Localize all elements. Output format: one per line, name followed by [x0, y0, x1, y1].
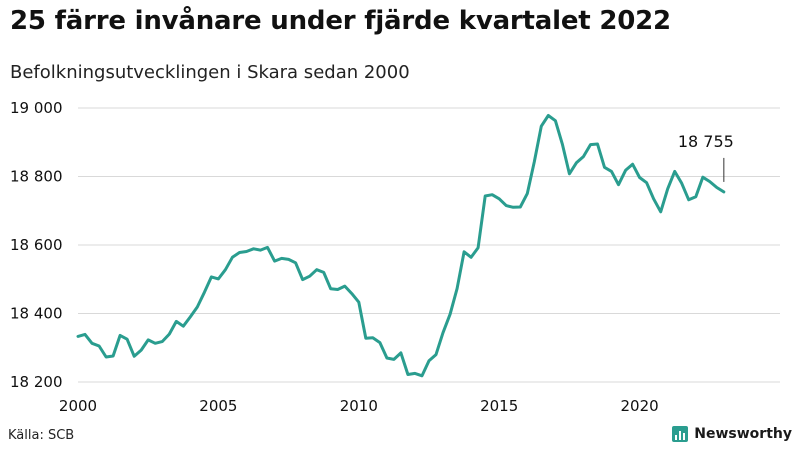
- bar-chart-icon: [672, 426, 689, 442]
- y-tick-label: 18 200: [10, 373, 63, 391]
- x-tick-label: 2015: [480, 397, 518, 415]
- chart-title: 25 färre invånare under fjärde kvartalet…: [10, 6, 671, 36]
- y-tick-label: 19 000: [10, 99, 63, 117]
- x-tick-label: 2010: [340, 397, 378, 415]
- gridlines: [78, 107, 780, 383]
- y-tick-label: 18 800: [10, 168, 63, 186]
- population-series-line: [76, 114, 726, 378]
- y-tick-label: 18 600: [10, 236, 63, 254]
- y-tick-label: 18 400: [10, 305, 63, 323]
- x-axis-ticks: 2000 2005 2010 2015 2020: [59, 397, 659, 415]
- annotation-label: 18 755: [678, 132, 734, 151]
- x-tick-label: 2005: [199, 397, 237, 415]
- brand-name: Newsworthy: [694, 426, 792, 442]
- brand-logo: Newsworthy: [672, 426, 792, 442]
- y-axis-ticks: 18 200 18 400 18 600 18 800 19 000: [10, 99, 63, 391]
- x-tick-label: 2020: [621, 397, 659, 415]
- chart-subtitle: Befolkningsutvecklingen i Skara sedan 20…: [10, 62, 410, 83]
- x-tick-label: 2000: [59, 397, 97, 415]
- source-note: Källa: SCB: [8, 428, 75, 443]
